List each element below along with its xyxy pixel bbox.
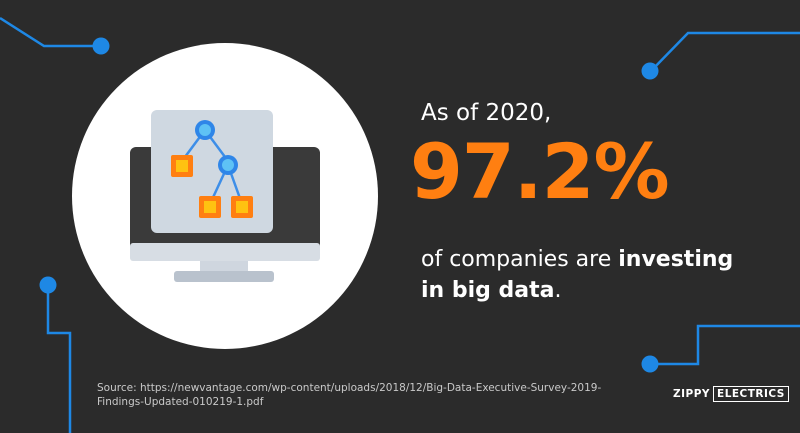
description-bold-2: in big data	[421, 278, 555, 303]
brand-part-2: ELECTRICS	[713, 386, 789, 402]
intro-text: As of 2020,	[421, 100, 552, 126]
source-citation: Source: https://newvantage.com/wp-conten…	[97, 382, 602, 408]
stat-value: 97.2%	[410, 127, 670, 216]
circuit-node-dot	[39, 276, 57, 294]
hierarchy-diagram-icon	[151, 110, 273, 233]
circuit-line-icon	[0, 16, 800, 433]
circuit-node-dot	[641, 62, 659, 80]
circuit-node-dot	[92, 37, 110, 55]
description-suffix: .	[554, 278, 562, 303]
stat-description: of companies are investing in big data.	[421, 244, 741, 306]
description-prefix: of companies are	[421, 247, 619, 272]
brand-part-1: ZIPPY	[673, 388, 711, 400]
description-bold-1: investing	[618, 247, 734, 272]
circuit-node-dot	[641, 355, 659, 373]
monitor-icon	[130, 110, 320, 282]
brand-logo: ZIPPY ELECTRICS	[673, 386, 789, 402]
